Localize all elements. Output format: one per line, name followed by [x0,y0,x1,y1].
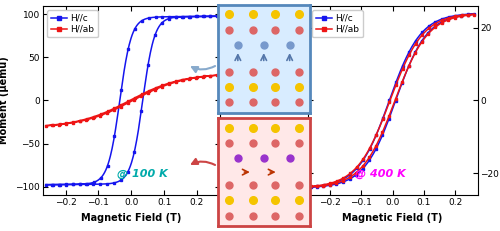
H//c [472,12,478,15]
H//ab [198,75,203,78]
Legend: H//c, H//ab: H//c, H//ab [47,10,98,37]
H//ab [456,14,462,17]
H//c [214,15,220,18]
H//ab [183,78,189,81]
Y-axis label: Moment (μemu): Moment (μemu) [0,57,10,144]
H//ab [308,185,314,188]
X-axis label: Magnetic Field (T): Magnetic Field (T) [81,213,182,222]
H//c [456,14,462,16]
H//ab [442,20,448,23]
H//c [392,84,398,86]
H//ab [43,124,49,127]
H//c [43,183,49,186]
H//ab [214,74,220,76]
Legend: H//c, H//ab: H//c, H//ab [312,10,363,37]
H//c [127,166,133,169]
H//ab [416,45,422,48]
H//c [156,25,162,28]
H//c [416,44,422,47]
H//c [104,167,110,170]
H//c [183,15,189,18]
H//ab [104,110,110,113]
H//ab [43,125,49,127]
X-axis label: Magnetic Field (T): Magnetic Field (T) [342,213,442,222]
H//c [388,112,394,114]
H//ab [392,86,398,89]
H//c [198,15,203,18]
H//c [366,149,372,152]
Line: H//ab: H//ab [310,13,476,188]
H//ab [366,149,372,151]
Line: H//c: H//c [44,15,218,186]
Text: @ 400 K: @ 400 K [355,168,406,179]
H//c [442,19,448,22]
H//ab [308,185,314,188]
Line: H//ab: H//ab [44,74,218,127]
H//ab [131,97,137,100]
Line: H//c: H//c [310,13,476,188]
H//c [43,183,49,186]
H//ab [127,101,133,103]
H//c [131,30,137,32]
H//ab [472,13,478,15]
H//ab [388,109,394,112]
Text: @ 100 K: @ 100 K [117,168,168,179]
H//ab [156,86,162,89]
H//c [308,185,314,188]
H//c [308,186,314,188]
